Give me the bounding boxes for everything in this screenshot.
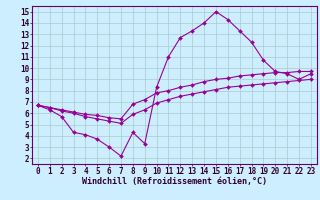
X-axis label: Windchill (Refroidissement éolien,°C): Windchill (Refroidissement éolien,°C) [82,177,267,186]
